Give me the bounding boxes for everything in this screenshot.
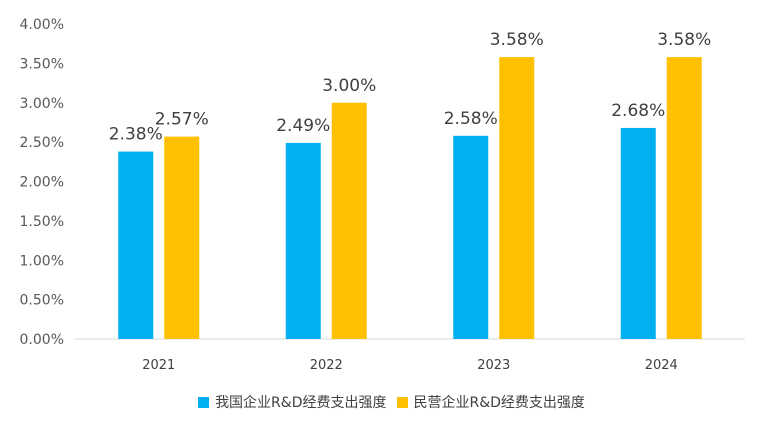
data-label-series-1-2023: 2.58% <box>444 109 498 129</box>
y-tick-label: 0.50% <box>20 293 64 309</box>
y-tick-label: 3.00% <box>20 96 64 112</box>
x-tick-label: 2022 <box>310 358 343 373</box>
data-label-series-2-2021: 2.57% <box>155 110 209 130</box>
x-tick-label: 2024 <box>645 358 678 373</box>
data-label-series-1-2022: 2.49% <box>276 116 330 136</box>
bar-series-1-2024 <box>620 127 656 339</box>
legend-label-series-2: 民营企业R&D经费支出强度 <box>413 395 585 411</box>
y-tick-label: 2.50% <box>20 135 64 151</box>
bar-series-2-2022 <box>331 102 367 339</box>
bar-series-2-2024 <box>666 57 702 339</box>
y-tick-label: 4.00% <box>20 17 64 33</box>
legend: 我国企业R&D经费支出强度 民营企业R&D经费支出强度 <box>0 392 783 412</box>
data-label-series-1-2021: 2.38% <box>109 125 163 145</box>
x-tick-label: 2023 <box>477 358 510 373</box>
data-label-series-1-2024: 2.68% <box>611 101 665 121</box>
y-tick-label: 3.50% <box>20 56 64 72</box>
y-tick-label: 1.50% <box>20 214 64 230</box>
x-tick-label: 2021 <box>142 358 175 373</box>
legend-label-series-1: 我国企业R&D经费支出强度 <box>215 395 387 411</box>
bar-series-2-2023 <box>499 57 535 339</box>
y-tick-label: 0.00% <box>20 332 64 348</box>
y-tick-label: 2.00% <box>20 175 64 191</box>
bar-series-1-2023 <box>453 135 489 339</box>
data-label-series-2-2022: 3.00% <box>322 76 376 96</box>
data-label-series-2-2023: 3.58% <box>490 30 544 50</box>
bar-series-1-2022 <box>285 142 321 339</box>
bar-series-1-2021 <box>118 151 154 339</box>
legend-swatch-series-2 <box>396 396 408 408</box>
legend-item-series-2: 民营企业R&D经费支出强度 <box>396 392 585 412</box>
data-label-series-2-2024: 3.58% <box>657 30 711 50</box>
y-tick-label: 1.00% <box>20 253 64 269</box>
bar-series-2-2021 <box>164 136 200 339</box>
legend-swatch-series-1 <box>198 396 210 408</box>
legend-item-series-1: 我国企业R&D经费支出强度 <box>198 392 387 412</box>
